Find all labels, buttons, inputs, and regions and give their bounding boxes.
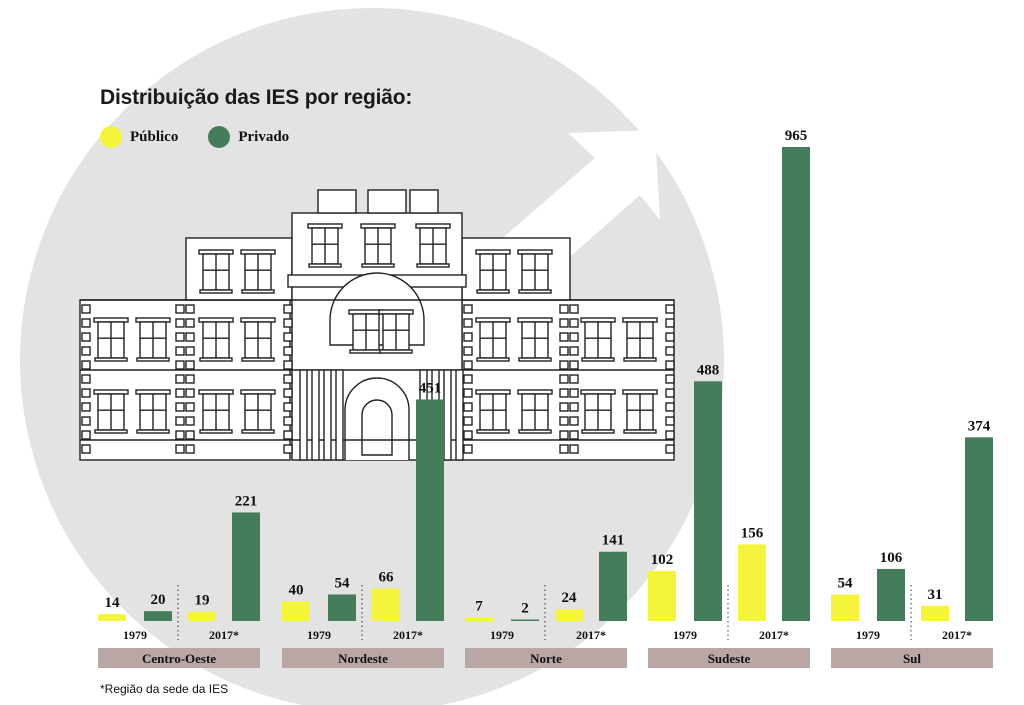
data-label: 965 xyxy=(785,128,808,144)
region-group-nordeste: 40 54 1979 66 451 2017* Nordeste xyxy=(282,380,444,668)
bar-public xyxy=(98,614,126,621)
bar-public xyxy=(738,544,766,621)
bar-private xyxy=(782,147,810,621)
bar-public xyxy=(282,601,310,621)
bar-public xyxy=(648,570,676,621)
footnote: *Região da sede da IES xyxy=(100,682,229,696)
region-group-centro-oeste: 14 20 1979 19 221 2017* Centro-Oeste xyxy=(98,493,260,668)
data-label: 141 xyxy=(602,533,625,549)
year-label: 2017* xyxy=(209,628,239,642)
data-label: 54 xyxy=(335,575,351,591)
year-label: 2017* xyxy=(942,628,972,642)
bar-public xyxy=(831,594,859,621)
bar-private xyxy=(877,568,905,621)
data-label: 31 xyxy=(928,587,943,603)
region-label: Norte xyxy=(530,651,562,666)
data-label: 54 xyxy=(838,575,854,591)
data-label: 20 xyxy=(151,592,166,608)
bar-private xyxy=(232,512,260,621)
bar-private xyxy=(965,437,993,621)
region-band xyxy=(282,648,444,668)
bar-public xyxy=(188,611,216,621)
legend: Público Privado xyxy=(100,126,319,148)
legend-label-public: Público xyxy=(130,128,179,145)
data-label: 66 xyxy=(379,570,395,586)
region-band xyxy=(98,648,260,668)
data-label: 156 xyxy=(741,525,764,541)
bar-private xyxy=(416,399,444,621)
region-label: Sul xyxy=(903,651,921,666)
region-group-sul: 54 106 1979 31 374 2017* Sul xyxy=(831,418,993,668)
bar-public xyxy=(372,588,400,621)
data-label: 488 xyxy=(697,362,720,378)
data-label: 24 xyxy=(562,590,578,606)
year-label: 1979 xyxy=(307,628,331,642)
legend-swatch-public xyxy=(100,126,122,148)
year-label: 2017* xyxy=(576,628,606,642)
year-label: 2017* xyxy=(393,628,423,642)
bar-private xyxy=(599,551,627,621)
year-label: 1979 xyxy=(856,628,880,642)
legend-swatch-private xyxy=(208,126,231,148)
bar-public xyxy=(921,605,949,621)
year-label: 1979 xyxy=(123,628,147,642)
year-label: 1979 xyxy=(490,628,514,642)
data-label: 106 xyxy=(880,550,903,566)
data-label: 14 xyxy=(105,595,121,611)
data-label: 221 xyxy=(235,493,258,509)
bar-private xyxy=(328,594,356,621)
region-group-norte: 7 2 1979 24 141 2017* Norte xyxy=(465,533,627,668)
data-label: 19 xyxy=(195,593,210,609)
region-label: Centro-Oeste xyxy=(142,651,216,666)
chart-title: Distribuição das IES por região: xyxy=(100,86,413,109)
year-label: 2017* xyxy=(759,628,789,642)
data-label: 102 xyxy=(651,552,674,568)
bar-public xyxy=(555,609,583,621)
bar-private xyxy=(694,381,722,621)
region-band xyxy=(648,648,810,668)
region-band xyxy=(465,648,627,668)
data-label: 7 xyxy=(475,599,483,615)
region-label: Nordeste xyxy=(338,651,388,666)
bar-public xyxy=(465,617,493,621)
region-label: Sudeste xyxy=(708,651,751,666)
legend-label-private: Privado xyxy=(238,128,290,145)
region-band xyxy=(831,648,993,668)
legend-item-public: Público xyxy=(100,126,178,148)
bar-private xyxy=(511,619,539,621)
year-label: 1979 xyxy=(673,628,697,642)
data-label: 40 xyxy=(289,582,304,598)
legend-item-private: Privado xyxy=(208,126,289,148)
bar-private xyxy=(144,611,172,621)
data-label: 374 xyxy=(968,418,991,434)
region-group-sudeste: 102 488 1979 156 965 2017* Sudeste xyxy=(648,128,810,668)
data-label: 2 xyxy=(521,601,529,617)
data-label: 451 xyxy=(419,380,442,396)
